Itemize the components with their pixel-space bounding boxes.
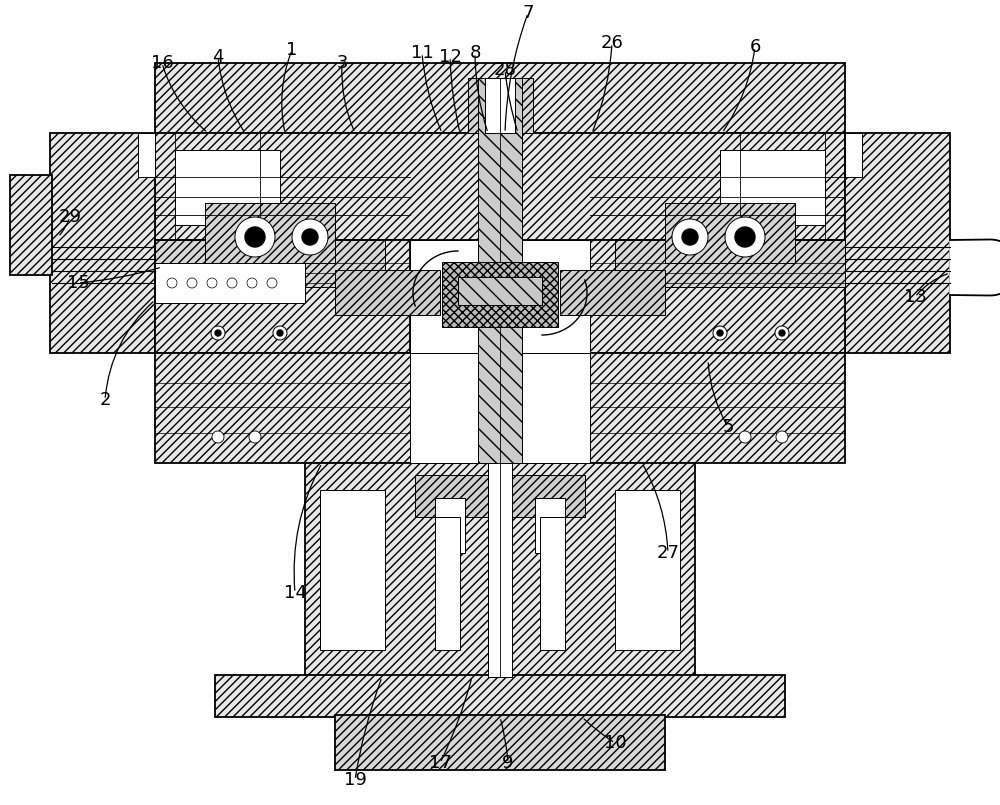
Bar <box>138 133 155 177</box>
Circle shape <box>775 326 789 340</box>
Circle shape <box>725 217 765 257</box>
Circle shape <box>739 431 751 443</box>
Circle shape <box>212 431 224 443</box>
Bar <box>155 353 845 463</box>
Circle shape <box>249 431 261 443</box>
Bar <box>155 263 305 303</box>
Text: 2: 2 <box>99 391 111 409</box>
Bar <box>435 517 460 650</box>
Bar <box>488 463 512 677</box>
Bar <box>410 353 590 463</box>
Bar <box>175 150 280 225</box>
Circle shape <box>292 219 328 255</box>
Bar <box>468 78 533 133</box>
Bar <box>155 133 845 240</box>
Bar <box>205 203 335 263</box>
Text: 1: 1 <box>286 41 298 59</box>
Bar <box>50 133 155 353</box>
Text: 28: 28 <box>494 61 516 79</box>
Text: 10: 10 <box>604 734 626 752</box>
Circle shape <box>682 229 698 245</box>
Text: 13: 13 <box>904 288 926 306</box>
Bar <box>560 270 665 315</box>
Circle shape <box>717 330 723 336</box>
Bar <box>615 490 680 650</box>
Bar <box>665 203 795 263</box>
Bar <box>10 175 52 275</box>
Text: 3: 3 <box>336 54 348 72</box>
Bar <box>155 240 410 353</box>
Text: 12: 12 <box>439 48 461 66</box>
Text: 27: 27 <box>656 544 680 562</box>
Bar <box>320 490 385 650</box>
Bar <box>215 675 785 717</box>
Circle shape <box>672 219 708 255</box>
Text: 26: 26 <box>601 34 623 52</box>
Text: 15: 15 <box>67 274 89 292</box>
Text: 17: 17 <box>429 754 451 772</box>
Bar <box>155 240 385 287</box>
Circle shape <box>211 326 225 340</box>
Text: 16: 16 <box>151 54 173 72</box>
Bar <box>950 240 990 295</box>
Bar <box>155 63 845 133</box>
Text: 19: 19 <box>344 771 366 789</box>
Bar <box>410 240 590 353</box>
Circle shape <box>277 330 283 336</box>
Bar <box>335 715 665 770</box>
Bar <box>335 270 440 315</box>
Text: 29: 29 <box>58 208 82 226</box>
Text: 5: 5 <box>722 418 734 436</box>
Bar <box>615 240 845 287</box>
Circle shape <box>779 330 785 336</box>
Circle shape <box>776 431 788 443</box>
Text: 11: 11 <box>411 44 433 62</box>
Bar <box>415 475 585 517</box>
Text: 7: 7 <box>522 4 534 22</box>
Bar <box>305 463 695 677</box>
Circle shape <box>713 326 727 340</box>
Bar <box>540 517 565 650</box>
Circle shape <box>302 229 318 245</box>
Bar <box>442 262 558 327</box>
Bar <box>485 78 515 133</box>
Text: 4: 4 <box>212 48 224 66</box>
Bar <box>458 277 542 305</box>
Bar <box>535 498 565 553</box>
Circle shape <box>235 217 275 257</box>
Bar <box>720 150 825 225</box>
Circle shape <box>245 227 265 247</box>
Bar <box>435 498 465 553</box>
Text: 8: 8 <box>469 44 481 62</box>
Text: 14: 14 <box>284 584 306 602</box>
Bar <box>478 78 522 463</box>
Circle shape <box>735 227 755 247</box>
Bar <box>845 133 950 353</box>
Text: 9: 9 <box>502 754 514 772</box>
Polygon shape <box>950 240 1000 295</box>
Text: 6: 6 <box>749 38 761 56</box>
Circle shape <box>273 326 287 340</box>
Bar <box>845 133 862 177</box>
Bar <box>590 240 845 353</box>
Circle shape <box>215 330 221 336</box>
